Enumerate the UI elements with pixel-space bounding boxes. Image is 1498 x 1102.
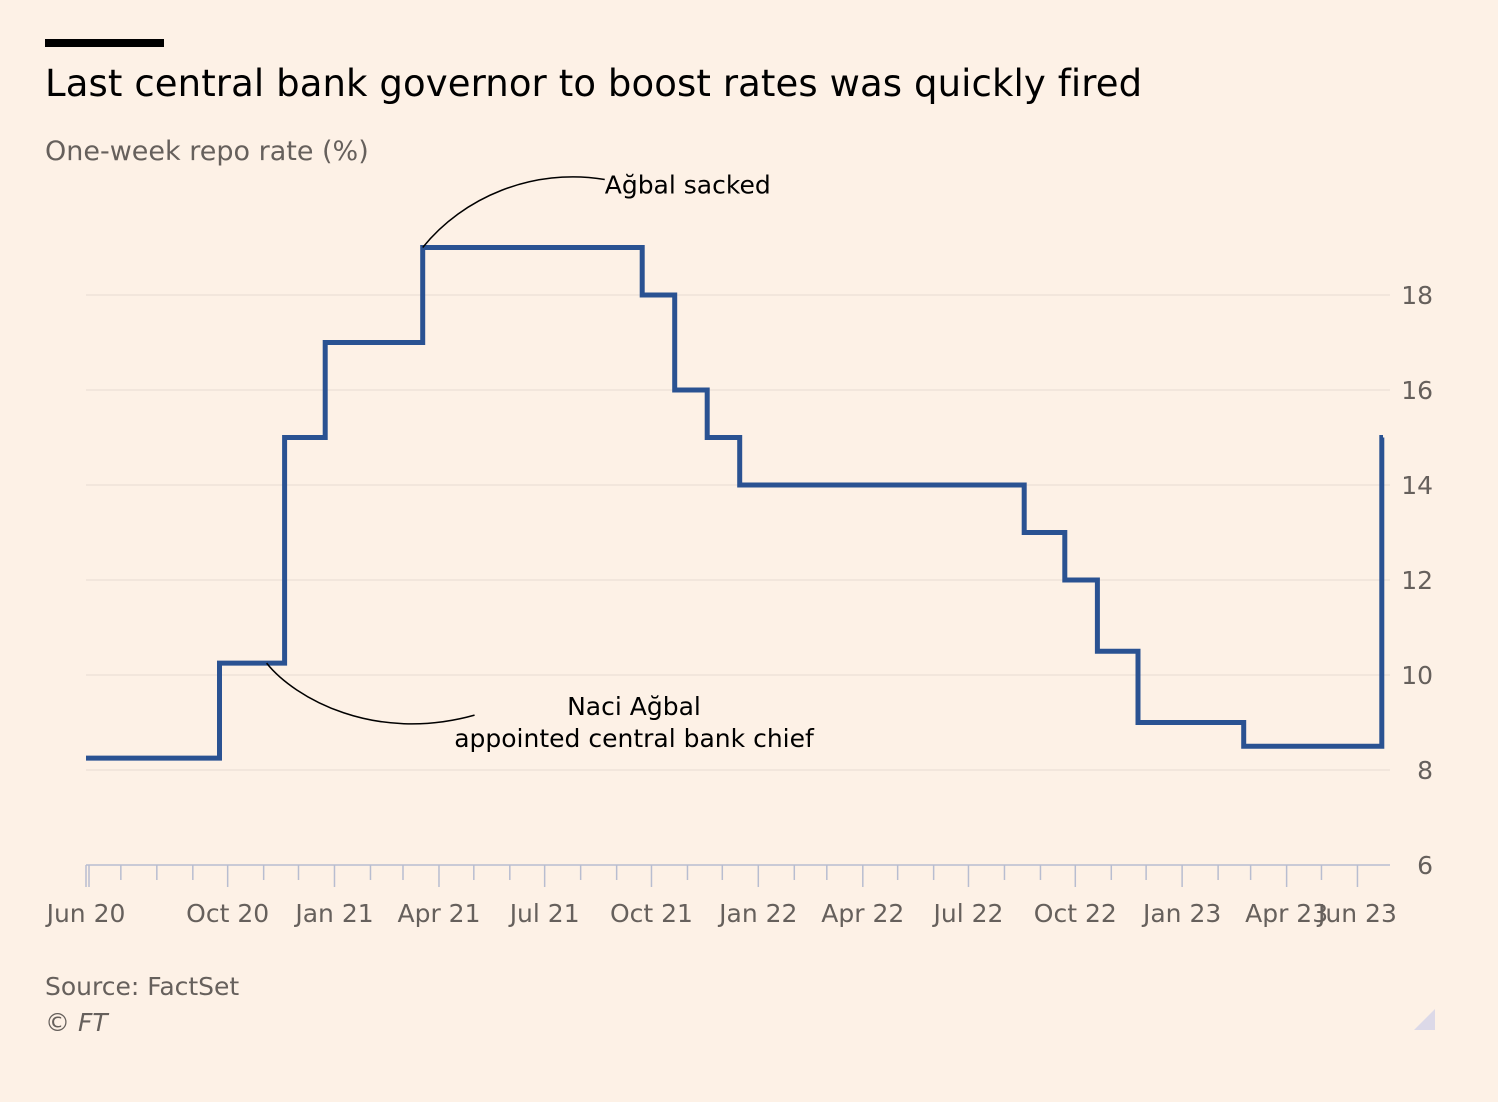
y-tick-label: 16 — [1401, 376, 1433, 405]
y-tick-label: 14 — [1401, 471, 1433, 500]
chart-title: Last central bank governor to boost rate… — [45, 62, 1143, 105]
gridlines — [86, 294, 1390, 771]
annotation-agbal-appointed-line1: Naci Ağbal — [567, 692, 701, 721]
title-accent-bar — [45, 39, 164, 47]
x-tick-label: Jul 21 — [508, 899, 580, 928]
x-tick-label: Oct 20 — [186, 899, 269, 928]
x-tick-label: Apr 23 — [1245, 899, 1328, 928]
y-axis-ticks: 6 8 10 12 14 16 18 — [1401, 281, 1433, 880]
x-tick-label: Oct 21 — [610, 899, 693, 928]
copyright-note: © FT — [45, 1008, 108, 1037]
x-tick-label: Jul 22 — [932, 899, 1004, 928]
x-tick-label: Jan 23 — [1141, 899, 1221, 928]
x-tick-label: Jan 22 — [717, 899, 797, 928]
resize-handle[interactable] — [1414, 1009, 1435, 1030]
x-tick-label: Apr 22 — [821, 899, 904, 928]
x-tick-label: Oct 22 — [1034, 899, 1117, 928]
y-tick-label: 18 — [1401, 281, 1433, 310]
series-layer — [86, 245, 1385, 761]
x-tick-label: Jan 21 — [293, 899, 373, 928]
y-tick-label: 8 — [1417, 756, 1433, 785]
x-tick-label: Jun 23 — [1316, 899, 1397, 928]
annotation-leader-agbal-sacked — [422, 176, 605, 248]
y-tick-label: 12 — [1401, 566, 1433, 595]
source-note: Source: FactSet — [45, 972, 240, 1001]
y-tick-label: 6 — [1417, 851, 1433, 880]
series-line-0 — [86, 245, 1385, 761]
x-tick-label: Jun 20 — [45, 899, 126, 928]
annotations: Ağbal sacked Naci Ağbal appointed centra… — [266, 171, 815, 753]
annotation-agbal-sacked: Ağbal sacked — [605, 171, 771, 200]
x-axis-ticks: Jun 20 Oct 20 Jan 21 Apr 21 Jul 21 Oct 21 Jan … — [45, 865, 1397, 928]
x-tick-label: Apr 21 — [397, 899, 480, 928]
annotation-agbal-appointed-line2: appointed central bank chief — [454, 724, 815, 753]
y-tick-label: 10 — [1401, 661, 1433, 690]
annotation-leader-agbal-appointed — [266, 662, 475, 725]
chart-subtitle: One-week repo rate (%) — [45, 136, 369, 167]
